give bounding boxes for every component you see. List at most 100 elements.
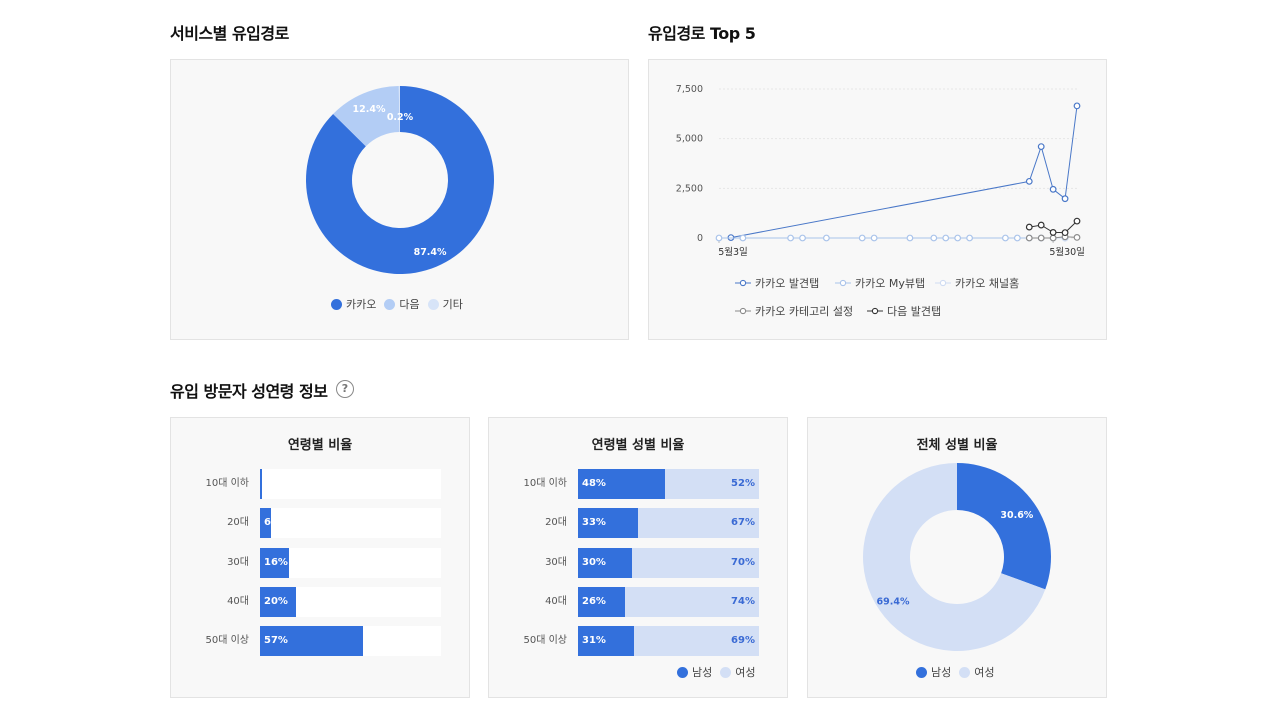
service-donut-chart: 87.4% 12.4%0.2% (306, 86, 494, 274)
legend-line-icon (835, 279, 851, 287)
age-gender-legend: 남성 여성 (677, 664, 764, 680)
demographics-title: 유입 방문자 성연령 정보 (170, 382, 328, 401)
legend-label: 다음 (399, 298, 420, 311)
legend-label: 여성 (735, 666, 756, 679)
data-point[interactable] (1025, 234, 1033, 242)
donut-slice[interactable] (398, 86, 400, 133)
y-tick-label: 7,500 (676, 84, 703, 95)
bar-female-label: 69% (731, 635, 755, 647)
donut-slice[interactable] (863, 463, 1046, 651)
bar-row: 20대 33% 67% (489, 508, 789, 539)
data-point[interactable] (1073, 234, 1081, 241)
data-point[interactable] (930, 234, 938, 242)
legend-line-icon (735, 307, 751, 315)
donut-slice[interactable] (957, 463, 1051, 590)
legend-item: 카카오 채널홈 (935, 275, 1019, 291)
legend-label: 기타 (442, 298, 463, 311)
donut-slice[interactable] (333, 86, 400, 147)
legend-item: 다음 발견탭 (867, 303, 941, 319)
legend-dot (720, 666, 732, 678)
data-point[interactable] (1037, 143, 1045, 151)
data-point[interactable] (1061, 229, 1069, 237)
bar-value-label: 57% (264, 635, 288, 647)
data-point[interactable] (1049, 229, 1057, 236)
bar-value-label: 6 (264, 517, 271, 529)
bar-female-segment: 69% (634, 626, 759, 657)
legend-dot (677, 666, 688, 678)
data-point[interactable] (858, 234, 866, 242)
legend-item: 카카오 My뷰탭 (835, 275, 925, 291)
data-point[interactable] (799, 234, 806, 242)
help-icon[interactable]: ? (336, 380, 354, 398)
data-point[interactable] (1073, 102, 1081, 110)
data-point[interactable] (906, 234, 914, 242)
bar-fill: 20% (260, 586, 297, 617)
bar-female-label: 67% (731, 517, 755, 529)
legend-item: 여성 (720, 664, 756, 680)
bar-track (260, 469, 441, 499)
data-point[interactable] (1061, 195, 1069, 203)
donut-slice-label: 12.4% (353, 104, 386, 115)
bar-row: 40대 26% 74% (489, 586, 789, 617)
data-point[interactable] (870, 234, 878, 242)
legend-label: 카카오 (346, 298, 377, 311)
top5-title: 유입경로 Top 5 (648, 24, 756, 43)
bar-track: 57% (260, 626, 441, 657)
data-point[interactable] (1049, 234, 1057, 242)
bar-female-label: 70% (731, 556, 755, 568)
data-point[interactable] (1025, 223, 1033, 231)
gender-legend: 남성 여성 (916, 664, 1003, 680)
gender-donut-chart: 30.6% 69.4% (863, 463, 1051, 651)
data-point[interactable] (1073, 217, 1081, 225)
legend-dot (384, 298, 396, 310)
bar-fill: 57% (260, 626, 364, 657)
legend-item: 카카오 카테고리 설정 (735, 303, 853, 319)
bar-fill: 16% (260, 547, 289, 578)
data-point[interactable] (739, 234, 747, 242)
bar-category-label: 10대 이하 (523, 478, 567, 489)
top5-panel: 0 2,500 5,000 7,500 5월3일 5월30일 카카오 발견탭 카카오 My뷰… (648, 59, 1107, 340)
top5-line-chart: 0 2,500 5,000 7,500 5월3일 5월30일 (676, 84, 1085, 258)
bar-row: 30대 16% (171, 547, 471, 578)
legend-item: 기타 (427, 296, 463, 312)
bar-category-label: 10대 이하 (205, 478, 249, 489)
legend-label: 카카오 채널홈 (955, 277, 1020, 290)
bar-male-label: 30% (582, 556, 606, 568)
data-point[interactable] (787, 234, 795, 242)
legend-label: 카카오 카테고리 설정 (755, 305, 854, 318)
legend-item: 카카오 발견탭 (735, 275, 819, 291)
data-point[interactable] (1013, 234, 1021, 242)
bar-female-segment: 74% (625, 586, 759, 617)
data-point[interactable] (1037, 221, 1045, 229)
data-point[interactable] (822, 234, 830, 242)
legend-item: 여성 (959, 664, 995, 680)
service-inflow-title: 서비스별 유입경로 (170, 24, 289, 43)
data-point[interactable] (942, 234, 950, 242)
bar-male-segment: 30% (578, 547, 633, 578)
bar-track: 6 (260, 508, 441, 539)
legend-label: 남성 (931, 666, 952, 679)
bar-row: 10대 이하 48% 52% (489, 469, 789, 499)
legend-dot (916, 666, 927, 678)
data-point[interactable] (715, 234, 723, 242)
data-point[interactable] (1025, 177, 1033, 185)
bar-row: 20대 6 (171, 508, 471, 539)
gender-panel: 전체 성별 비율 30.6% 69.4% 남성 여성 (807, 417, 1107, 698)
data-point[interactable] (954, 234, 962, 242)
bar-female-segment: 52% (664, 469, 759, 499)
bar-male-label: 31% (582, 635, 606, 647)
legend-dot (427, 298, 439, 310)
bar-male-segment: 33% (578, 508, 638, 539)
bar-row: 40대 20% (171, 586, 471, 617)
bar-row: 30대 30% 70% (489, 547, 789, 578)
bar-track: 30% 70% (578, 547, 759, 578)
bar-male-label: 26% (582, 595, 606, 607)
donut-slice[interactable] (306, 86, 494, 274)
bar-category-label: 40대 (545, 595, 567, 607)
service-legend: 카카오 다음 기타 (331, 296, 471, 312)
data-point[interactable] (966, 234, 974, 242)
data-point[interactable] (1037, 234, 1045, 242)
data-point[interactable] (1002, 234, 1009, 242)
data-point[interactable] (1049, 185, 1057, 193)
bar-category-label: 50대 이상 (523, 635, 567, 647)
